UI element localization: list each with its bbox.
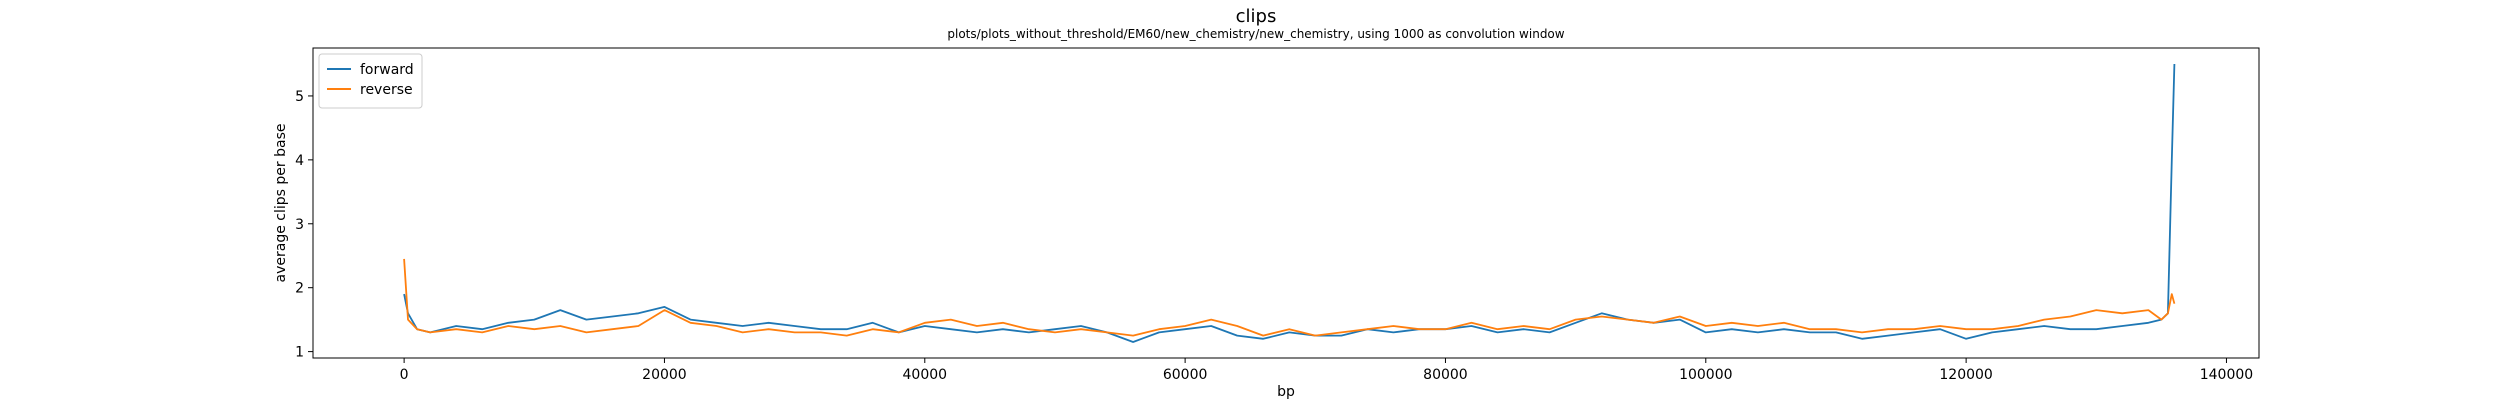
x-axis-label: bp — [1277, 384, 1295, 400]
x-tick-label: 40000 — [903, 367, 948, 383]
legend-label-reverse: reverse — [360, 82, 413, 98]
chart-title: clips — [1236, 6, 1277, 27]
x-tick-label: 60000 — [1163, 367, 1208, 383]
plot-frame — [312, 47, 2260, 359]
y-tick-label: 3 — [295, 217, 304, 233]
legend-box — [318, 53, 423, 109]
x-tick-label: 100000 — [1679, 367, 1732, 383]
legend: forward reverse — [318, 53, 423, 109]
series-line-forward — [403, 63, 2176, 343]
y-tick-label: 2 — [295, 281, 304, 297]
series-line-reverse — [403, 258, 2176, 337]
plot-area — [403, 63, 2176, 343]
y-tick-label: 1 — [295, 345, 304, 361]
x-tick-label: 0 — [400, 367, 409, 383]
y-axis: 1 2 3 4 5 — [295, 89, 313, 361]
x-tick-label: 140000 — [2200, 367, 2253, 383]
y-tick-label: 4 — [295, 153, 304, 169]
x-axis: 0 20000 40000 60000 80000 100000 120000 140000 — [400, 358, 2253, 383]
x-tick-label: 80000 — [1423, 367, 1468, 383]
chart-subtitle: plots/plots_without_threshold/EM60/new_c… — [947, 27, 1564, 41]
x-tick-label: 20000 — [642, 367, 687, 383]
x-tick-label: 120000 — [1939, 367, 1992, 383]
y-tick-label: 5 — [295, 89, 304, 105]
legend-label-forward: forward — [360, 62, 414, 78]
y-axis-label: average clips per base — [273, 124, 289, 283]
